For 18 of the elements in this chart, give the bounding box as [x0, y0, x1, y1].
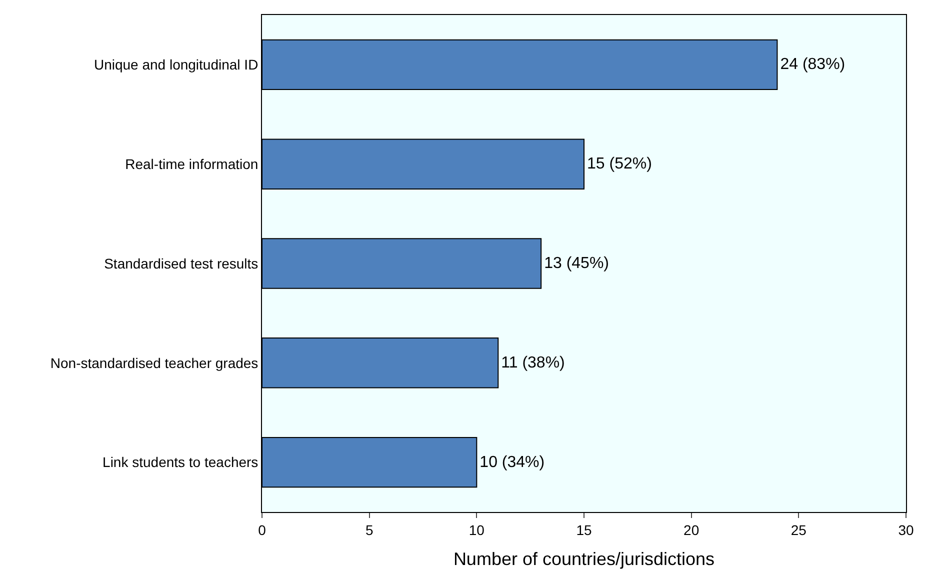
data-label: 10 (34%): [480, 454, 545, 471]
x-tick-label: 10: [468, 522, 485, 538]
y-tick-label: Real-time information: [125, 156, 258, 172]
x-tick-label: 5: [365, 522, 374, 538]
y-tick-label: Unique and longitudinal ID: [94, 56, 258, 73]
x-tick-label: 30: [898, 522, 914, 538]
x-tick-label: 20: [684, 522, 700, 538]
x-tick-label: 0: [258, 522, 266, 538]
x-axis-title: Number of countries/jurisdictions: [453, 548, 715, 569]
data-label: 15 (52%): [587, 156, 652, 173]
x-tick-label: 15: [576, 522, 592, 538]
y-tick-label: Non-standardised teacher grades: [50, 354, 258, 371]
y-tick-label: Standardised test results: [104, 255, 258, 272]
data-label: 24 (83%): [780, 56, 846, 74]
x-tick-label: 25: [790, 522, 807, 538]
data-label: 13 (45%): [544, 255, 609, 272]
data-label: 11 (38%): [501, 354, 565, 372]
y-tick-label: Link students to teachers: [102, 454, 258, 470]
